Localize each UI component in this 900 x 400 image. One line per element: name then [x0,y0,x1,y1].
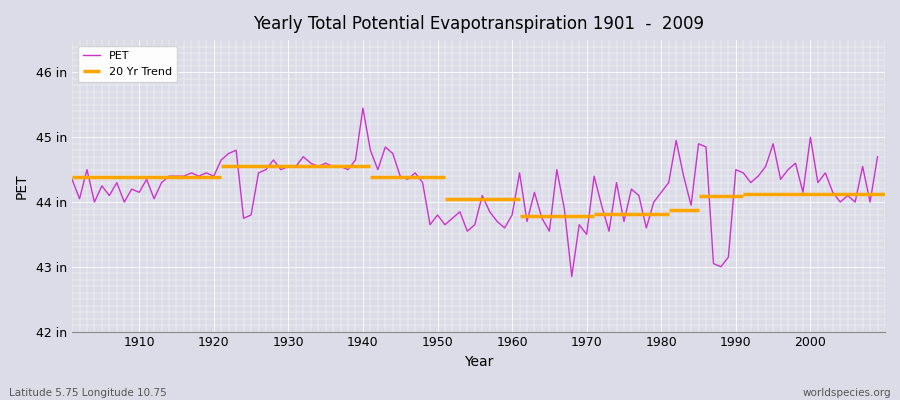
Title: Yearly Total Potential Evapotranspiration 1901  -  2009: Yearly Total Potential Evapotranspiratio… [253,15,704,33]
PET [611,180,622,185]
X-axis label: Year: Year [464,355,493,369]
PET [566,274,577,279]
Y-axis label: PET: PET [15,173,29,199]
20 Yr Trend [216,175,227,180]
Line: PET: PET [72,108,878,276]
PET [67,177,77,182]
PET [335,164,346,169]
PET [514,170,525,175]
PET [507,212,517,217]
Text: Latitude 5.75 Longitude 10.75: Latitude 5.75 Longitude 10.75 [9,388,166,398]
PET [291,164,302,169]
20 Yr Trend [67,175,77,180]
PET [872,154,883,159]
Legend: PET, 20 Yr Trend: PET, 20 Yr Trend [77,46,177,82]
PET [357,106,368,110]
PET [126,187,137,192]
Text: worldspecies.org: worldspecies.org [803,388,891,398]
